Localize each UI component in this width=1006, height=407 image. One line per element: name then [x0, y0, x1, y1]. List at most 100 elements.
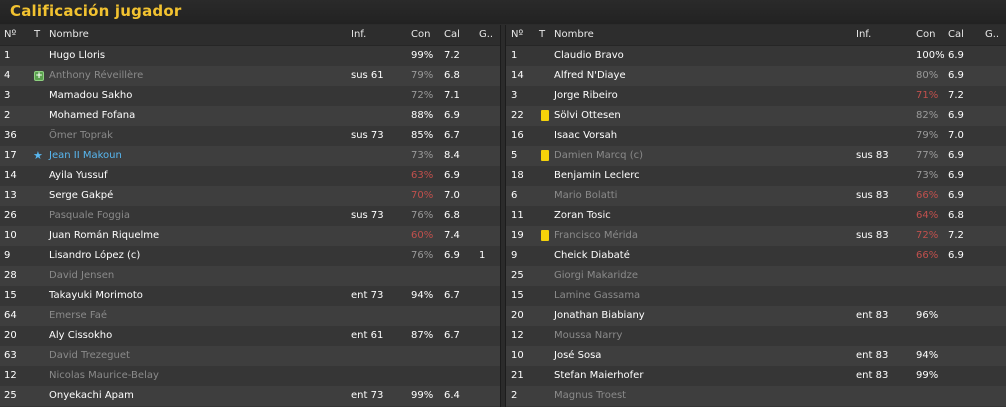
table-row[interactable]: 3 Jorge Ribeiro 71% 7.2: [506, 86, 1006, 106]
player-info: ent 83: [856, 310, 889, 321]
table-row[interactable]: 1 Claudio Bravo 100% 6.9: [506, 46, 1006, 66]
col-header-inf[interactable]: Inf.: [856, 29, 872, 40]
col-header-con[interactable]: Con: [916, 29, 936, 40]
player-goals: [985, 266, 1001, 286]
player-goals: [479, 206, 495, 226]
table-row[interactable]: 3 Mamadou Sakho 72% 7.1: [0, 86, 500, 106]
table-row[interactable]: 14 Alfred N'Diaye 80% 6.9: [506, 66, 1006, 86]
table-row[interactable]: 63 David Trezeguet: [0, 346, 500, 366]
player-number: 19: [511, 230, 524, 241]
player-name: Emerse Faé: [49, 310, 107, 321]
player-number: 63: [4, 350, 17, 361]
player-info: sus 83: [856, 230, 889, 241]
table-row[interactable]: 22 Sölvi Ottesen 82% 6.9: [506, 106, 1006, 126]
table-row[interactable]: 20 Aly Cissokho ent 61 87% 6.7: [0, 326, 500, 346]
player-number: 15: [511, 290, 524, 301]
player-name: Jean II Makoun: [49, 150, 122, 161]
player-goals: [479, 186, 495, 206]
col-header-number[interactable]: Nº: [511, 29, 524, 40]
table-row[interactable]: 36 Ömer Toprak sus 73 85% 6.7: [0, 126, 500, 146]
table-row[interactable]: 26 Pasquale Foggia sus 73 76% 6.8: [0, 206, 500, 226]
table-row[interactable]: 2 Mohamed Fofana 88% 6.9: [0, 106, 500, 126]
col-header-cal[interactable]: Cal: [444, 29, 460, 40]
player-condition: 73%: [916, 170, 939, 181]
player-number: 25: [511, 270, 524, 281]
col-header-number[interactable]: Nº: [4, 29, 17, 40]
player-rating: 7.0: [444, 190, 460, 201]
table-row[interactable]: 19 Francisco Mérida sus 83 72% 7.2: [506, 226, 1006, 246]
table-row[interactable]: 4 + Anthony Réveillère sus 61 79% 6.8: [0, 66, 500, 86]
player-goals: [985, 86, 1001, 106]
player-condition: 66%: [916, 250, 939, 261]
table-row[interactable]: 6 Mario Bolatti sus 83 66% 6.9: [506, 186, 1006, 206]
col-header-t[interactable]: T: [34, 29, 41, 40]
table-row[interactable]: 64 Emerse Faé: [0, 306, 500, 326]
table-row[interactable]: 20 Jonathan Biabiany ent 83 96%: [506, 306, 1006, 326]
table-row[interactable]: 2 Magnus Troest: [506, 386, 1006, 406]
col-header-cal[interactable]: Cal: [948, 29, 964, 40]
player-number: 21: [511, 370, 524, 381]
player-name: Mohamed Fofana: [49, 110, 136, 121]
player-condition: 73%: [411, 150, 434, 161]
table-row[interactable]: 5 Damien Marcq (c) sus 83 77% 6.9: [506, 146, 1006, 166]
player-info: ent 61: [351, 330, 384, 341]
player-number: 18: [511, 170, 524, 181]
table-row[interactable]: 9 Cheick Diabaté 66% 6.9: [506, 246, 1006, 266]
player-info: [351, 186, 406, 206]
home-team-panel: Nº T Nombre Inf. Con Cal G.. 1 Hugo Llori…: [0, 25, 501, 407]
player-goals: [479, 66, 495, 86]
player-goals: [479, 166, 495, 186]
player-condition: 99%: [411, 390, 434, 401]
col-header-goals[interactable]: G..: [985, 29, 1000, 40]
table-row[interactable]: 28 David Jensen: [0, 266, 500, 286]
window-title-bar: Calificación jugador: [0, 0, 1006, 24]
col-header-name[interactable]: Nombre: [49, 29, 89, 40]
player-name: Jonathan Biabiany: [554, 310, 645, 321]
table-row[interactable]: 10 Juan Román Riquelme 60% 7.4: [0, 226, 500, 246]
player-rating: 6.9: [948, 110, 964, 121]
player-info: [351, 86, 406, 106]
table-row[interactable]: 9 Lisandro López (c) 76% 6.9 1: [0, 246, 500, 266]
player-condition: 72%: [916, 230, 939, 241]
player-name: Pasquale Foggia: [49, 210, 130, 221]
table-row[interactable]: 11 Zoran Tosic 64% 6.8: [506, 206, 1006, 226]
table-row[interactable]: 16 Isaac Vorsah 79% 7.0: [506, 126, 1006, 146]
player-name: Cheick Diabaté: [554, 250, 630, 261]
player-condition: 80%: [916, 70, 939, 81]
col-header-goals[interactable]: G..: [479, 29, 494, 40]
player-info: [351, 226, 406, 246]
table-row[interactable]: 12 Nicolas Maurice-Belay: [0, 366, 500, 386]
table-row[interactable]: 21 Stefan Maierhofer ent 83 99%: [506, 366, 1006, 386]
table-row[interactable]: 12 Moussa Narry: [506, 326, 1006, 346]
table-row[interactable]: 13 Serge Gakpé 70% 7.0: [0, 186, 500, 206]
player-goals: [479, 266, 495, 286]
table-row[interactable]: 15 Takayuki Morimoto ent 73 94% 6.7: [0, 286, 500, 306]
table-row[interactable]: 25 Giorgi Makaridze: [506, 266, 1006, 286]
table-row[interactable]: 25 Onyekachi Apam ent 73 99% 6.4: [0, 386, 500, 406]
player-condition: 99%: [411, 50, 434, 61]
player-rating: [444, 266, 474, 286]
col-header-inf[interactable]: Inf.: [351, 29, 367, 40]
player-rating: 6.9: [948, 150, 964, 161]
player-name: Sölvi Ottesen: [554, 110, 621, 121]
col-header-t[interactable]: T: [539, 29, 546, 40]
table-row[interactable]: 1 Hugo Lloris 99% 7.2: [0, 46, 500, 66]
player-condition: [411, 266, 441, 286]
col-header-name[interactable]: Nombre: [554, 29, 594, 40]
table-row[interactable]: 10 José Sosa ent 83 94%: [506, 346, 1006, 366]
player-name: Anthony Réveillère: [49, 70, 144, 81]
player-info: [351, 266, 406, 286]
player-info: [351, 306, 406, 326]
table-row[interactable]: 14 Ayila Yussuf 63% 6.9: [0, 166, 500, 186]
col-header-con[interactable]: Con: [411, 29, 431, 40]
player-goals: [479, 386, 495, 406]
player-info: [351, 166, 406, 186]
player-name: Serge Gakpé: [49, 190, 114, 201]
table-row[interactable]: 15 Lamine Gassama: [506, 286, 1006, 306]
table-row[interactable]: 18 Benjamin Leclerc 73% 6.9: [506, 166, 1006, 186]
yellow-card-icon: [541, 150, 549, 161]
table-row[interactable]: 17 ★ Jean II Makoun 73% 8.4: [0, 146, 500, 166]
player-number: 4: [4, 70, 11, 81]
player-number: 28: [4, 270, 17, 281]
player-name: Ayila Yussuf: [49, 170, 108, 181]
